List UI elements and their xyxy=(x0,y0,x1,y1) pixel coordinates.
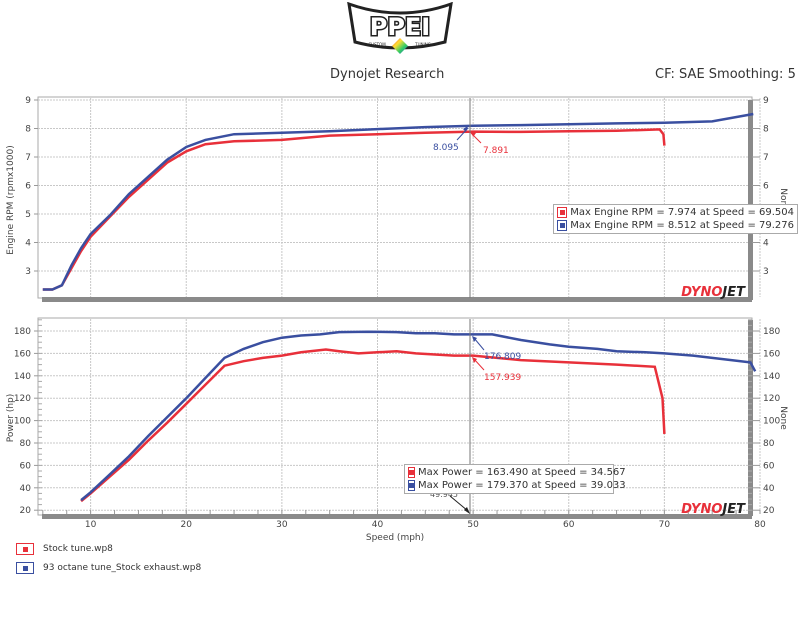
svg-text:100: 100 xyxy=(14,417,31,427)
svg-text:20: 20 xyxy=(181,520,193,530)
power-stock-cursor-pointer xyxy=(473,358,485,371)
rpm-legend-stock: Max Engine RPM = 7.974 at Speed = 69.504 xyxy=(557,206,794,219)
svg-text:60: 60 xyxy=(563,520,575,530)
svg-text:7: 7 xyxy=(25,153,31,163)
svg-text:4: 4 xyxy=(25,239,31,249)
power-x-axis-bar xyxy=(42,514,752,519)
stock-swatch-icon xyxy=(557,207,568,218)
svg-text:9: 9 xyxy=(763,96,769,106)
rpm-stock-line xyxy=(42,128,666,291)
power-max-legend: Max Power = 163.490 at Speed = 34.567 Ma… xyxy=(404,464,626,494)
power-stock-arrow-icon xyxy=(472,357,477,363)
power-stock-cursor-value: 157.939 xyxy=(484,373,521,383)
rpm-legend-tuned: Max Engine RPM = 8.512 at Speed = 79.276 xyxy=(557,219,794,232)
stock-file-swatch-icon xyxy=(16,543,34,555)
rpm-y-axis-label: Engine RPM (rpmx1000) xyxy=(6,145,16,254)
file-name-tuned: 93 octane tune_Stock exhaust.wp8 xyxy=(43,563,202,573)
svg-text:20: 20 xyxy=(20,506,32,516)
dynojet-watermark-top: DYNOJET xyxy=(681,285,746,300)
svg-text:4: 4 xyxy=(763,239,769,249)
correction-smoothing-info: CF: SAE Smoothing: 5 xyxy=(655,67,796,82)
svg-text:160: 160 xyxy=(14,349,31,359)
tuned-swatch-icon xyxy=(557,220,568,231)
rpm-max-legend: Max Engine RPM = 7.974 at Speed = 69.504… xyxy=(553,204,798,234)
svg-text:40: 40 xyxy=(763,484,775,494)
power-y-axis-label: Power (hp) xyxy=(6,394,16,443)
power-tuned-cursor-pointer xyxy=(473,337,485,351)
rpm-right-axis-label: None xyxy=(778,188,788,212)
svg-text:100: 100 xyxy=(763,417,780,427)
file-legend-stock[interactable]: Stock tune.wp8 xyxy=(16,543,113,555)
svg-text:3: 3 xyxy=(763,267,769,277)
svg-text:8: 8 xyxy=(25,125,31,135)
ppei-logo: PPEI CUSTOM TUNING xyxy=(345,1,455,60)
svg-text:7: 7 xyxy=(763,153,769,163)
rpm-tuned-arrow-icon xyxy=(463,126,468,132)
rpm-tuned-cursor-value: 8.095 xyxy=(433,143,459,153)
rpm-tuned-line xyxy=(42,112,754,291)
tuned-swatch-icon xyxy=(408,480,415,491)
svg-text:160: 160 xyxy=(763,349,780,359)
power-tuned-cursor-value: 176.809 xyxy=(484,352,521,362)
svg-text:60: 60 xyxy=(763,461,775,471)
power-legend-tuned: Max Power = 179.370 at Speed = 39.033 xyxy=(408,479,626,492)
svg-text:3: 3 xyxy=(25,267,31,277)
power-legend-stock: Max Power = 163.490 at Speed = 34.567 xyxy=(408,466,626,479)
svg-text:10: 10 xyxy=(85,520,97,530)
power-stock-line xyxy=(80,348,666,503)
svg-text:120: 120 xyxy=(14,394,31,404)
svg-text:TUNING: TUNING xyxy=(414,42,431,47)
svg-text:20: 20 xyxy=(763,506,775,516)
svg-text:140: 140 xyxy=(14,372,31,382)
svg-text:140: 140 xyxy=(763,372,780,382)
rpm-right-axis-bar xyxy=(748,100,753,300)
svg-text:180: 180 xyxy=(14,327,31,337)
svg-text:40: 40 xyxy=(20,484,32,494)
svg-text:120: 120 xyxy=(763,394,780,404)
rpm-legend-stock-text: Max Engine RPM = 7.974 at Speed = 69.504 xyxy=(570,207,794,218)
svg-text:70: 70 xyxy=(659,520,671,530)
cursor-speed-pointer xyxy=(449,495,469,512)
file-legend-tuned[interactable]: 93 octane tune_Stock exhaust.wp8 xyxy=(16,562,201,574)
svg-text:60: 60 xyxy=(20,461,32,471)
power-y-ticks: 20 20 40 40 60 60 80 80 100 100 120 120 140 140 160 160… xyxy=(14,319,780,516)
tuned-file-swatch-icon xyxy=(16,562,34,574)
power-plot-area xyxy=(37,317,753,516)
power-legend-tuned-text: Max Power = 179.370 at Speed = 39.033 xyxy=(418,480,626,491)
power-legend-stock-text: Max Power = 163.490 at Speed = 34.567 xyxy=(418,467,626,478)
cursor-speed-value: 49.945 xyxy=(430,490,458,499)
svg-text:6: 6 xyxy=(25,182,31,192)
svg-text:30: 30 xyxy=(276,520,288,530)
stock-swatch-icon xyxy=(408,467,415,478)
svg-text:6: 6 xyxy=(763,182,769,192)
x-axis-ticks: 10 20 30 40 50 60 70 80 xyxy=(42,510,766,530)
svg-text:80: 80 xyxy=(763,439,775,449)
power-grid xyxy=(38,319,761,514)
rpm-x-axis-bar xyxy=(42,297,752,302)
rpm-stock-arrow-icon xyxy=(471,131,476,137)
dynojet-watermark-bottom: DYNOJET xyxy=(681,502,746,517)
svg-text:9: 9 xyxy=(25,96,31,106)
svg-text:80: 80 xyxy=(754,520,766,530)
rpm-legend-tuned-text: Max Engine RPM = 8.512 at Speed = 79.276 xyxy=(570,220,794,231)
svg-text:CUSTOM: CUSTOM xyxy=(368,42,386,47)
svg-text:5: 5 xyxy=(25,210,31,220)
power-right-axis-label: None xyxy=(778,406,788,430)
report-title: Dynojet Research xyxy=(330,67,445,82)
svg-text:PPEI: PPEI xyxy=(370,13,431,41)
power-right-axis-bar xyxy=(748,320,753,516)
svg-text:40: 40 xyxy=(372,520,384,530)
file-name-stock: Stock tune.wp8 xyxy=(43,544,113,554)
rpm-stock-cursor-value: 7.891 xyxy=(483,146,509,156)
svg-text:50: 50 xyxy=(467,520,479,530)
svg-text:80: 80 xyxy=(20,439,32,449)
power-tuned-arrow-icon xyxy=(472,336,477,342)
svg-text:180: 180 xyxy=(763,327,780,337)
x-axis-label: Speed (mph) xyxy=(366,533,424,543)
cursor-speed-arrow-icon xyxy=(464,507,470,514)
power-tuned-line xyxy=(80,330,757,502)
svg-text:8: 8 xyxy=(763,125,769,135)
